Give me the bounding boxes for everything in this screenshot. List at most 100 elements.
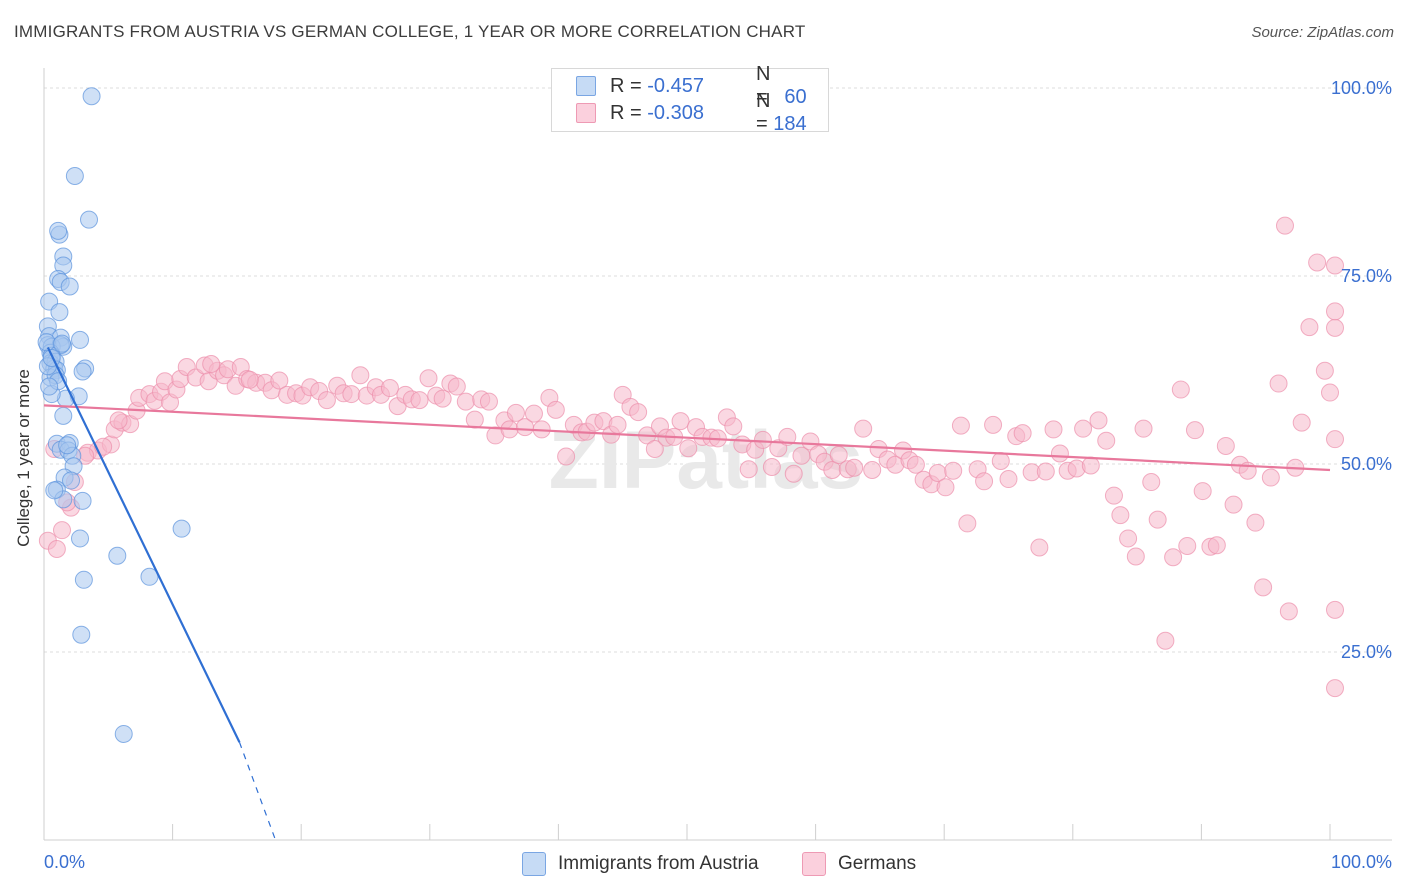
germans-point bbox=[546, 400, 565, 419]
y-tick-label: 50.0% bbox=[1341, 454, 1392, 474]
germans-point bbox=[1050, 444, 1069, 463]
y-tick-label: 75.0% bbox=[1341, 266, 1392, 286]
germans-point bbox=[1089, 411, 1108, 430]
legend-n-label: N = bbox=[756, 63, 771, 108]
germans-point bbox=[823, 461, 842, 480]
germans-point bbox=[1224, 495, 1243, 514]
germans-trend-line bbox=[43, 404, 1331, 472]
germans-point bbox=[999, 470, 1018, 489]
germans-point bbox=[506, 403, 525, 422]
germans-point bbox=[645, 439, 664, 458]
legend-n-group: N = 60 bbox=[756, 63, 807, 109]
germans-point bbox=[342, 385, 361, 404]
legend-r-label: R = bbox=[610, 74, 642, 97]
legend-swatch-germans bbox=[576, 103, 596, 123]
chart-title: IMMIGRANTS FROM AUSTRIA VS GERMAN COLLEG… bbox=[14, 22, 806, 41]
germans-point bbox=[1269, 374, 1288, 393]
series-legend-germans[interactable]: Germans bbox=[802, 852, 916, 876]
tick-labels: 100.0% 75.0% 50.0% 25.0% 0.0% 100.0% bbox=[44, 78, 1392, 872]
germans-point bbox=[380, 379, 399, 398]
germans-point bbox=[524, 404, 543, 423]
trend-lines bbox=[43, 346, 1331, 841]
germans-point bbox=[1013, 424, 1032, 443]
germans-point bbox=[1207, 536, 1226, 555]
germans-point bbox=[1164, 548, 1183, 567]
germans-point bbox=[854, 419, 873, 438]
germans-point bbox=[778, 427, 797, 446]
austria-point bbox=[114, 724, 133, 743]
germans-point bbox=[1326, 679, 1344, 698]
germans-point bbox=[1275, 216, 1294, 235]
austria-point bbox=[62, 471, 81, 490]
axes bbox=[43, 68, 1392, 841]
austria-point bbox=[108, 546, 127, 565]
austria-point bbox=[42, 348, 61, 367]
germans-point bbox=[557, 447, 576, 466]
germans-point bbox=[863, 461, 882, 480]
austria-point bbox=[60, 277, 79, 296]
germans-point bbox=[1148, 510, 1167, 529]
germans-point bbox=[1193, 482, 1212, 501]
legend-swatch-austria bbox=[576, 76, 596, 96]
austria-point bbox=[82, 87, 101, 106]
germans-point bbox=[1036, 462, 1055, 481]
germans-point bbox=[629, 403, 648, 422]
data-points bbox=[37, 87, 1344, 743]
germans-point bbox=[724, 417, 743, 436]
germans-point bbox=[845, 458, 864, 477]
austria-point bbox=[172, 519, 191, 538]
x-tick-label: 0.0% bbox=[44, 852, 85, 872]
germans-point bbox=[1279, 602, 1298, 621]
series-legend-label: Germans bbox=[838, 853, 917, 874]
germans-point bbox=[479, 392, 498, 411]
germans-point bbox=[1171, 380, 1190, 399]
germans-point bbox=[270, 371, 289, 390]
germans-point bbox=[1081, 456, 1100, 475]
germans-point bbox=[951, 416, 970, 435]
germans-point bbox=[1074, 419, 1093, 438]
germans-point bbox=[1326, 430, 1344, 449]
germans-point bbox=[1156, 631, 1175, 650]
series-swatch-germans bbox=[802, 852, 826, 876]
germans-point bbox=[1246, 513, 1265, 532]
germans-point bbox=[906, 455, 925, 474]
austria-trend-extension bbox=[238, 742, 277, 841]
germans-point bbox=[1142, 473, 1161, 492]
germans-point bbox=[1326, 256, 1344, 275]
austria-point bbox=[73, 362, 92, 381]
austria-point bbox=[53, 334, 72, 353]
austria-point bbox=[49, 221, 68, 240]
germans-point bbox=[1326, 318, 1344, 337]
austria-trend-line bbox=[46, 346, 241, 743]
series-legend: Immigrants from Austria Germans bbox=[0, 852, 1406, 878]
germans-point bbox=[671, 412, 690, 431]
austria-point bbox=[72, 625, 91, 644]
germans-point bbox=[202, 354, 221, 373]
legend-n-label: N = bbox=[756, 90, 771, 135]
germans-point bbox=[1111, 506, 1130, 525]
austria-point bbox=[80, 210, 99, 229]
germans-point bbox=[991, 451, 1010, 470]
legend-r-value: -0.308 bbox=[647, 101, 704, 124]
germans-point bbox=[433, 389, 452, 408]
germans-point bbox=[679, 439, 698, 458]
x-tick-label: 100.0% bbox=[1331, 852, 1392, 872]
series-legend-austria[interactable]: Immigrants from Austria bbox=[522, 852, 759, 876]
correlation-legend: R = -0.457 N = 60 R = -0.308 N = 184 bbox=[551, 63, 829, 135]
germans-point bbox=[944, 461, 963, 480]
germans-point bbox=[1261, 468, 1280, 487]
germans-point bbox=[762, 458, 781, 477]
germans-point bbox=[53, 521, 72, 540]
germans-point bbox=[739, 460, 758, 479]
germans-point bbox=[317, 391, 336, 410]
germans-point bbox=[456, 392, 475, 411]
germans-point bbox=[351, 366, 370, 385]
germans-point bbox=[1292, 413, 1311, 432]
source-label: Source: ZipAtlas.com bbox=[1251, 24, 1394, 41]
y-axis-label: College, 1 year or more bbox=[14, 369, 33, 547]
germans-point bbox=[1097, 431, 1116, 450]
germans-point bbox=[975, 472, 994, 491]
germans-point bbox=[1308, 253, 1327, 272]
y-tick-label: 25.0% bbox=[1341, 642, 1392, 662]
